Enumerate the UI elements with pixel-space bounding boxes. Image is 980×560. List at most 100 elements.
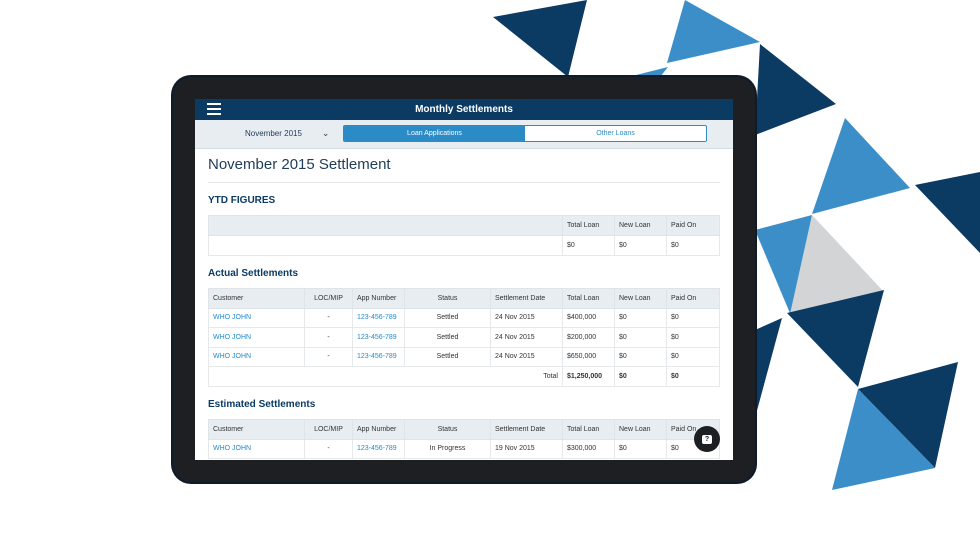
table-cell: $0 [666,346,720,367]
customer-link-text[interactable]: WHO JOHN [213,314,252,322]
table-header-cell [208,215,563,236]
tab-loan-applications[interactable]: Loan Applications [344,126,525,141]
ytd-heading: YTD FIGURES [208,195,276,206]
chat-bubble-icon: ? [702,434,712,444]
table-header-cell: Total Loan [562,215,615,236]
month-dropdown[interactable]: November 2015 ⌄ [245,128,329,139]
actual-settlements-heading: Actual Settlements [208,267,299,279]
customer-link-text[interactable]: WHO JOHN [213,333,252,341]
triangle-shape [790,215,884,314]
table-header-cell: Total Loan [562,287,615,309]
table-row: WHO JOHN - 123-456-789 Settled 24 Nov 20… [208,327,720,348]
main-content: November 2015 Settlement YTD FIGURES Tot… [195,156,733,459]
customer-link[interactable]: WHO JOHN [208,438,305,459]
customer-link-text[interactable]: WHO JOHN [213,353,252,361]
table-cell: $0 [614,235,667,256]
app-number-link[interactable]: 123-456-789 [352,327,405,348]
actual-settlements-table: Customer LOC/MIP App Number Status Settl… [208,287,720,387]
status-cell: Settled [404,327,491,348]
table-cell: - [304,438,353,459]
status-cell: Settled [404,346,491,367]
table-header-cell: Total Loan [562,418,615,440]
table-header-cell: Paid On [666,287,720,309]
triangle-shape [667,0,760,63]
table-cell: $400,000 [562,307,615,328]
triangle-shape [812,118,910,214]
table-header-cell: Status [404,418,491,440]
estimated-settlements-table: Customer LOC/MIP App Number Status Settl… [208,418,720,460]
triangle-shape [628,67,668,77]
table-cell: $0 [614,307,667,328]
month-dropdown-value: November 2015 [245,129,302,138]
table-header-cell: App Number [352,287,405,309]
triangle-shape [858,362,958,468]
triangle-shape [755,215,812,318]
triangle-shape [832,389,935,490]
app-number-link-text[interactable]: 123-456-789 [357,353,397,361]
table-header-cell: Paid On [666,215,720,236]
table-cell: 19 Nov 2015 [490,438,563,459]
total-row: Total $1,250,000 $0 $0 [208,366,720,387]
customer-link-text[interactable]: WHO JOHN [213,445,252,453]
tab-other-loans[interactable]: Other Loans [525,126,706,141]
app-number-link-text[interactable]: 123-456-789 [357,445,397,453]
triangle-shape [755,318,782,418]
table-cell: $0 [666,327,720,348]
table-header-cell: LOC/MIP [304,418,353,440]
table-cell: $0 [666,307,720,328]
table-header-cell: App Number [352,418,405,440]
table-cell [208,235,563,256]
hamburger-menu-icon[interactable] [207,103,221,116]
table-cell: 24 Nov 2015 [490,346,563,367]
customer-link[interactable]: WHO JOHN [208,327,305,348]
app-title: Monthly Settlements [415,104,513,115]
total-cell: $1,250,000 [562,366,615,387]
table-cell: 24 Nov 2015 [490,307,563,328]
status-cell: Settled [404,307,491,328]
table-header-cell: Settlement Date [490,418,563,440]
table-header-cell: Customer [208,287,305,309]
table-header-cell: New Loan [614,418,667,440]
table-header-cell: Status [404,287,491,309]
ytd-table: Total Loan New Loan Paid On $0 $0 $0 [208,215,720,256]
table-row: WHO JOHN - 123-456-789 Settled 24 Nov 20… [208,346,720,367]
table-header-cell: New Loan [614,215,667,236]
triangle-shape [787,290,884,387]
table-header-row: Total Loan New Loan Paid On [208,215,720,236]
app-number-link[interactable]: 123-456-789 [352,346,405,367]
table-header-row: Customer LOC/MIP App Number Status Settl… [208,287,720,309]
app-screen: Monthly Settlements November 2015 ⌄ Loan… [195,99,733,460]
loan-type-tabs: Loan Applications Other Loans [343,125,707,142]
chevron-down-icon: ⌄ [321,128,330,138]
table-header-cell: LOC/MIP [304,287,353,309]
total-label: Total [208,366,563,387]
app-number-link-text[interactable]: 123-456-789 [357,314,397,322]
app-header: Monthly Settlements [195,99,733,120]
total-cell: $0 [666,366,720,387]
table-cell: - [304,346,353,367]
table-cell: $0 [562,235,615,256]
app-number-link[interactable]: 123-456-789 [352,438,405,459]
table-cell: - [304,327,353,348]
table-cell: $0 [614,438,667,459]
total-cell: $0 [614,366,667,387]
estimated-settlements-heading: Estimated Settlements [208,398,316,410]
table-cell: $300,000 [562,438,615,459]
app-number-link[interactable]: 123-456-789 [352,307,405,328]
customer-link[interactable]: WHO JOHN [208,346,305,367]
table-row: WHO JOHN - 123-456-789 Settled 24 Nov 20… [208,307,720,328]
tablet-frame: Monthly Settlements November 2015 ⌄ Loan… [173,77,755,482]
app-number-link-text[interactable]: 123-456-789 [357,333,397,341]
table-cell: $200,000 [562,327,615,348]
table-header-cell: Settlement Date [490,287,563,309]
chat-help-button[interactable]: ? [694,426,720,452]
table-row: $0 $0 $0 [208,235,720,256]
customer-link[interactable]: WHO JOHN [208,307,305,328]
triangle-shape [915,172,980,253]
table-cell: 24 Nov 2015 [490,327,563,348]
table-cell: $0 [666,235,720,256]
table-row: WHO JOHN - 123-456-789 In Progress 19 No… [208,438,720,459]
table-header-cell: Customer [208,418,305,440]
